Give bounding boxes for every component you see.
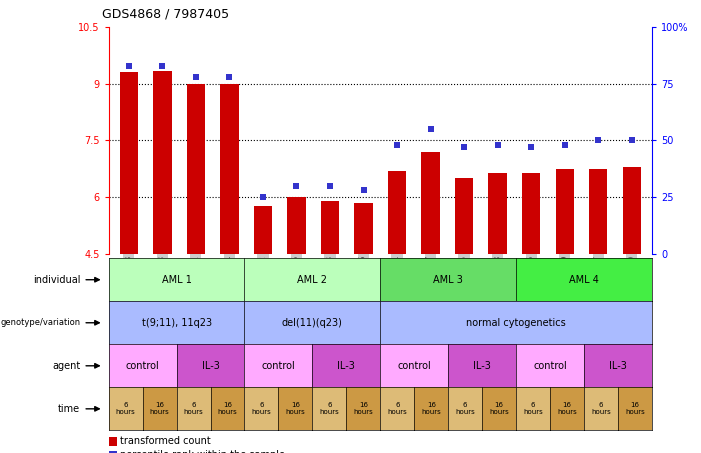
Text: 6
hours: 6 hours — [591, 402, 611, 415]
Text: del(11)(q23): del(11)(q23) — [282, 318, 343, 328]
Bar — [421, 152, 440, 254]
Bar — [153, 71, 172, 254]
Bar — [388, 171, 407, 254]
Bar — [120, 72, 138, 254]
Point — [492, 141, 503, 149]
Text: 16
hours: 16 hours — [557, 402, 577, 415]
Point — [526, 144, 537, 151]
Text: transformed count: transformed count — [120, 437, 211, 447]
Text: 6
hours: 6 hours — [456, 402, 475, 415]
Text: 6
hours: 6 hours — [184, 402, 203, 415]
Point — [325, 182, 336, 189]
Bar — [455, 178, 473, 254]
Point — [559, 141, 571, 149]
Text: 16
hours: 16 hours — [353, 402, 373, 415]
Text: 16
hours: 16 hours — [421, 402, 441, 415]
Point — [592, 137, 604, 144]
Bar — [622, 167, 641, 254]
Text: control: control — [125, 361, 160, 371]
Text: normal cytogenetics: normal cytogenetics — [466, 318, 566, 328]
Bar — [287, 197, 306, 254]
Text: 6
hours: 6 hours — [116, 402, 135, 415]
Text: control: control — [261, 361, 295, 371]
Text: GDS4868 / 7987405: GDS4868 / 7987405 — [102, 7, 229, 20]
Text: IL-3: IL-3 — [609, 361, 627, 371]
Point — [391, 141, 402, 149]
Bar — [354, 203, 373, 254]
Text: 16
hours: 16 hours — [150, 402, 170, 415]
Point — [123, 62, 135, 69]
Text: AML 1: AML 1 — [162, 275, 191, 285]
Text: 16
hours: 16 hours — [285, 402, 305, 415]
Text: genotype/variation: genotype/variation — [0, 318, 80, 327]
Text: AML 2: AML 2 — [297, 275, 327, 285]
Bar — [109, 437, 117, 446]
Text: 16
hours: 16 hours — [625, 402, 645, 415]
Point — [224, 73, 235, 81]
Point — [291, 182, 302, 189]
Text: AML 3: AML 3 — [433, 275, 463, 285]
Text: 6
hours: 6 hours — [252, 402, 271, 415]
Text: 16
hours: 16 hours — [489, 402, 509, 415]
Text: control: control — [397, 361, 431, 371]
Bar — [220, 84, 238, 254]
Text: agent: agent — [52, 361, 80, 371]
Bar — [589, 169, 608, 254]
Text: IL-3: IL-3 — [337, 361, 355, 371]
Text: time: time — [58, 404, 80, 414]
Text: AML 4: AML 4 — [569, 275, 599, 285]
Bar — [186, 84, 205, 254]
Bar — [522, 173, 540, 254]
Text: 16
hours: 16 hours — [217, 402, 238, 415]
Text: percentile rank within the sample: percentile rank within the sample — [120, 450, 285, 453]
Point — [190, 73, 201, 81]
Text: IL-3: IL-3 — [202, 361, 219, 371]
Text: individual: individual — [33, 275, 80, 285]
Point — [425, 125, 436, 133]
Text: IL-3: IL-3 — [473, 361, 491, 371]
Point — [626, 137, 637, 144]
Point — [257, 193, 268, 201]
Bar — [555, 169, 574, 254]
Text: 6
hours: 6 hours — [320, 402, 339, 415]
Point — [157, 62, 168, 69]
Text: 6
hours: 6 hours — [388, 402, 407, 415]
Point — [458, 144, 470, 151]
Bar — [254, 207, 272, 254]
Point — [358, 187, 369, 194]
Bar — [109, 451, 117, 453]
Text: control: control — [533, 361, 567, 371]
Text: t(9;11), 11q23: t(9;11), 11q23 — [142, 318, 212, 328]
Bar — [321, 201, 339, 254]
Text: 6
hours: 6 hours — [523, 402, 543, 415]
Bar — [489, 173, 507, 254]
